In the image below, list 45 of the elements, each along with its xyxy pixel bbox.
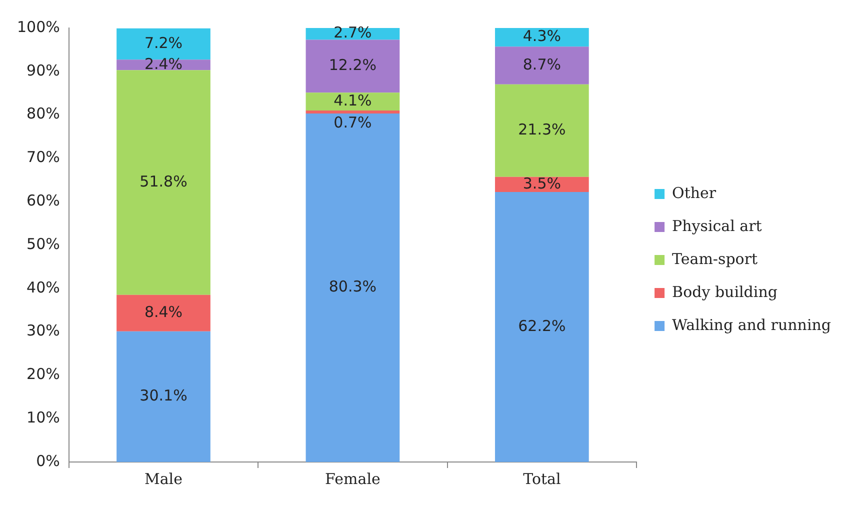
data-label: 4.1% xyxy=(334,91,372,110)
bar xyxy=(306,114,400,462)
bar xyxy=(306,92,400,110)
data-label: 62.2% xyxy=(518,316,566,335)
data-label: 51.8% xyxy=(140,172,188,190)
x-tick-label: Male xyxy=(144,470,183,488)
bar xyxy=(495,192,589,462)
legend-label: Body building xyxy=(672,282,778,301)
y-tick-label: 20% xyxy=(26,365,60,384)
bar xyxy=(495,46,589,84)
legend-label: Walking and running xyxy=(672,316,832,334)
data-label: 7.2% xyxy=(144,34,183,52)
data-label: 8.4% xyxy=(144,303,183,322)
bar xyxy=(306,110,400,114)
bar xyxy=(116,331,210,462)
legend-label: Other xyxy=(672,184,717,202)
data-label: 8.7% xyxy=(522,55,561,74)
bar xyxy=(495,28,589,47)
y-tick-label: 80% xyxy=(26,104,60,123)
data-label: 21.3% xyxy=(518,120,566,139)
data-label: 80.3% xyxy=(328,278,377,296)
data-label: 30.1% xyxy=(140,386,188,405)
data-label: 0.7% xyxy=(334,113,372,132)
legend-label: Physical art xyxy=(672,216,762,235)
bar xyxy=(116,70,210,295)
y-tick-label: 90% xyxy=(26,61,60,80)
y-tick-label: 40% xyxy=(26,278,60,296)
y-tick-label: 60% xyxy=(26,191,60,210)
bar xyxy=(495,84,589,177)
data-label: 2.7% xyxy=(334,24,372,42)
bar xyxy=(306,40,400,93)
y-tick-label: 100% xyxy=(16,18,60,36)
y-tick-label: 50% xyxy=(26,234,60,253)
data-label: 3.5% xyxy=(522,174,561,192)
legend-label: Team-sport xyxy=(672,250,758,268)
x-tick-label: Total xyxy=(523,470,561,488)
data-label: 12.2% xyxy=(328,56,377,74)
data-label: 2.4% xyxy=(144,54,183,73)
y-tick-label: 10% xyxy=(26,408,60,426)
y-tick-label: 0% xyxy=(36,452,60,470)
y-tick-label: 30% xyxy=(26,322,60,340)
data-label: 4.3% xyxy=(522,27,561,46)
bar xyxy=(116,294,210,332)
y-tick-label: 70% xyxy=(26,148,60,166)
x-tick-label: Female xyxy=(325,470,380,488)
